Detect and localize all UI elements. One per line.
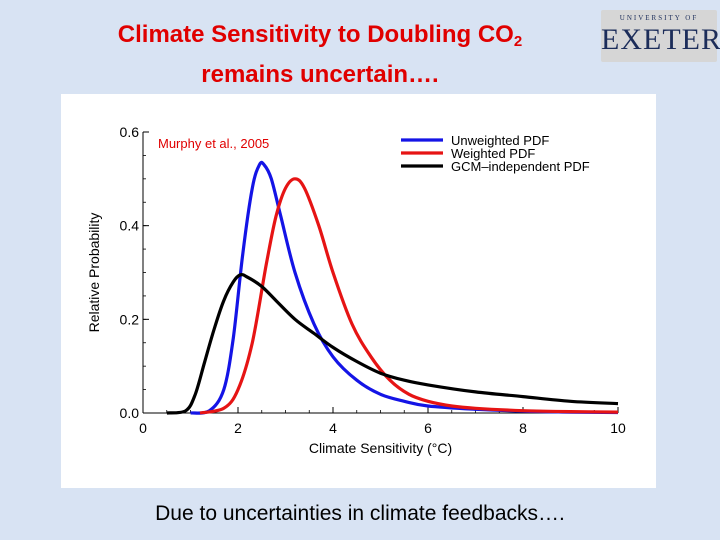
annotation-murphy: Murphy et al., 2005: [158, 136, 269, 151]
y-tick-label-2: 0.4: [120, 218, 140, 234]
title-line1: Climate Sensitivity to Doubling CO: [117, 21, 514, 48]
x-tick-label-0: 0: [139, 420, 147, 436]
x-tick-label-2: 2: [234, 420, 242, 436]
x-tick-label-6: 6: [424, 420, 432, 436]
x-axis-label: Climate Sensitivity (°C): [309, 440, 452, 456]
series-line-unweighted-pdf: [190, 160, 619, 415]
series-line-gcm-independent-pdf: [166, 272, 619, 415]
y-tick-label-0: 0.0: [120, 405, 140, 421]
logo-exeter: EXETER: [601, 23, 720, 56]
x-tick-label-10: 10: [610, 420, 626, 436]
title-subscript: 2: [513, 33, 523, 50]
y-tick-label-1: 0.2: [120, 311, 140, 327]
y-axis-label: Relative Probability: [86, 213, 102, 333]
legend-label-unweighted-pdf: Unweighted PDF: [451, 133, 549, 148]
legend-label-gcm-independent-pdf: GCM–independent PDF: [451, 159, 590, 174]
x-tick-label-4: 4: [329, 420, 337, 436]
slide-caption: Due to uncertainties in climate feedback…: [155, 502, 565, 525]
series-line-weighted-pdf: [199, 177, 619, 415]
slide-title: Climate Sensitivity to Doubling CO2 rema…: [40, 18, 600, 91]
logo-university-of: UNIVERSITY OF: [619, 14, 699, 22]
chart-panel: 0 2 4 6 8 10 0.0 0.2 0.4 0.6 Climate Sensitivity (…: [61, 94, 656, 488]
y-tick-label-3: 0.6: [120, 124, 140, 140]
legend-label-weighted-pdf: Weighted PDF: [451, 146, 535, 161]
university-logo: UNIVERSITY OF EXETER: [601, 10, 720, 62]
climate-sensitivity-chart: 0 2 4 6 8 10 0.0 0.2 0.4 0.6 Climate Sensitivity (…: [86, 124, 626, 456]
x-tick-label-8: 8: [519, 420, 527, 436]
title-line2: remains uncertain….: [201, 61, 439, 88]
